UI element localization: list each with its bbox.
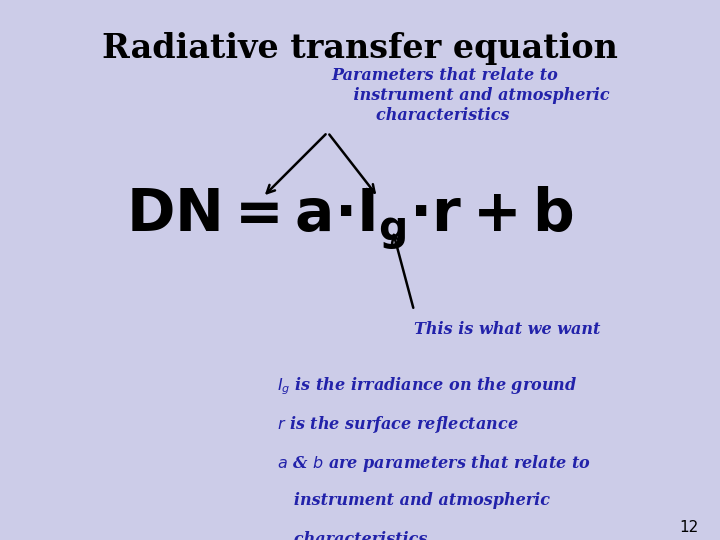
Text: instrument and atmospheric: instrument and atmospheric (277, 492, 550, 509)
Text: $a$ & $b$ are parameters that relate to: $a$ & $b$ are parameters that relate to (277, 453, 591, 474)
Text: $I_g$ is the irradiance on the ground: $I_g$ is the irradiance on the ground (277, 375, 577, 397)
Text: $r$ is the surface reflectance: $r$ is the surface reflectance (277, 414, 518, 435)
Text: Radiative transfer equation: Radiative transfer equation (102, 32, 618, 65)
Text: 12: 12 (679, 519, 698, 535)
Text: Parameters that relate to
    instrument and atmospheric
        characteristics: Parameters that relate to instrument and… (331, 68, 610, 124)
Text: characteristics: characteristics (277, 531, 428, 540)
Text: This is what we want: This is what we want (414, 321, 600, 338)
Text: $\bf{DN = a{\cdot}I_g{\cdot}r + b}$: $\bf{DN = a{\cdot}I_g{\cdot}r + b}$ (126, 185, 573, 253)
